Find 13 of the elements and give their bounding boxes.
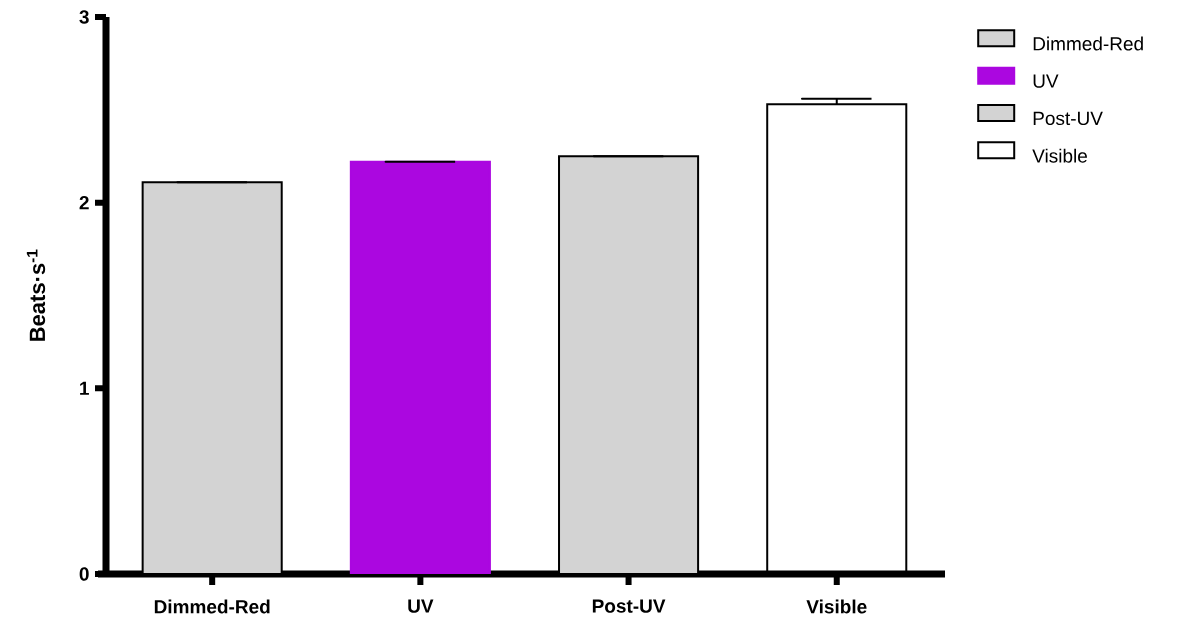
legend-label: Visible bbox=[1032, 148, 1087, 163]
legend-label: UV bbox=[1033, 74, 1059, 88]
y-tick-label: 3 bbox=[79, 10, 89, 24]
y-tick-label: 2 bbox=[79, 196, 89, 210]
y-tick-label: 1 bbox=[80, 381, 89, 395]
legend-label: Dimmed-Red bbox=[1033, 36, 1143, 51]
x-tick-label: UV bbox=[408, 599, 434, 613]
x-tick-label: Post-UV bbox=[592, 599, 666, 613]
x-tick-label: Dimmed-Red bbox=[154, 599, 270, 614]
x-tick-label: Visible bbox=[806, 599, 867, 614]
y-axis-title: Beats·s$^{-1}$ bbox=[26, 249, 46, 341]
y-tick-label: 0 bbox=[79, 567, 89, 581]
legend-label: Post-UV bbox=[1033, 111, 1103, 126]
